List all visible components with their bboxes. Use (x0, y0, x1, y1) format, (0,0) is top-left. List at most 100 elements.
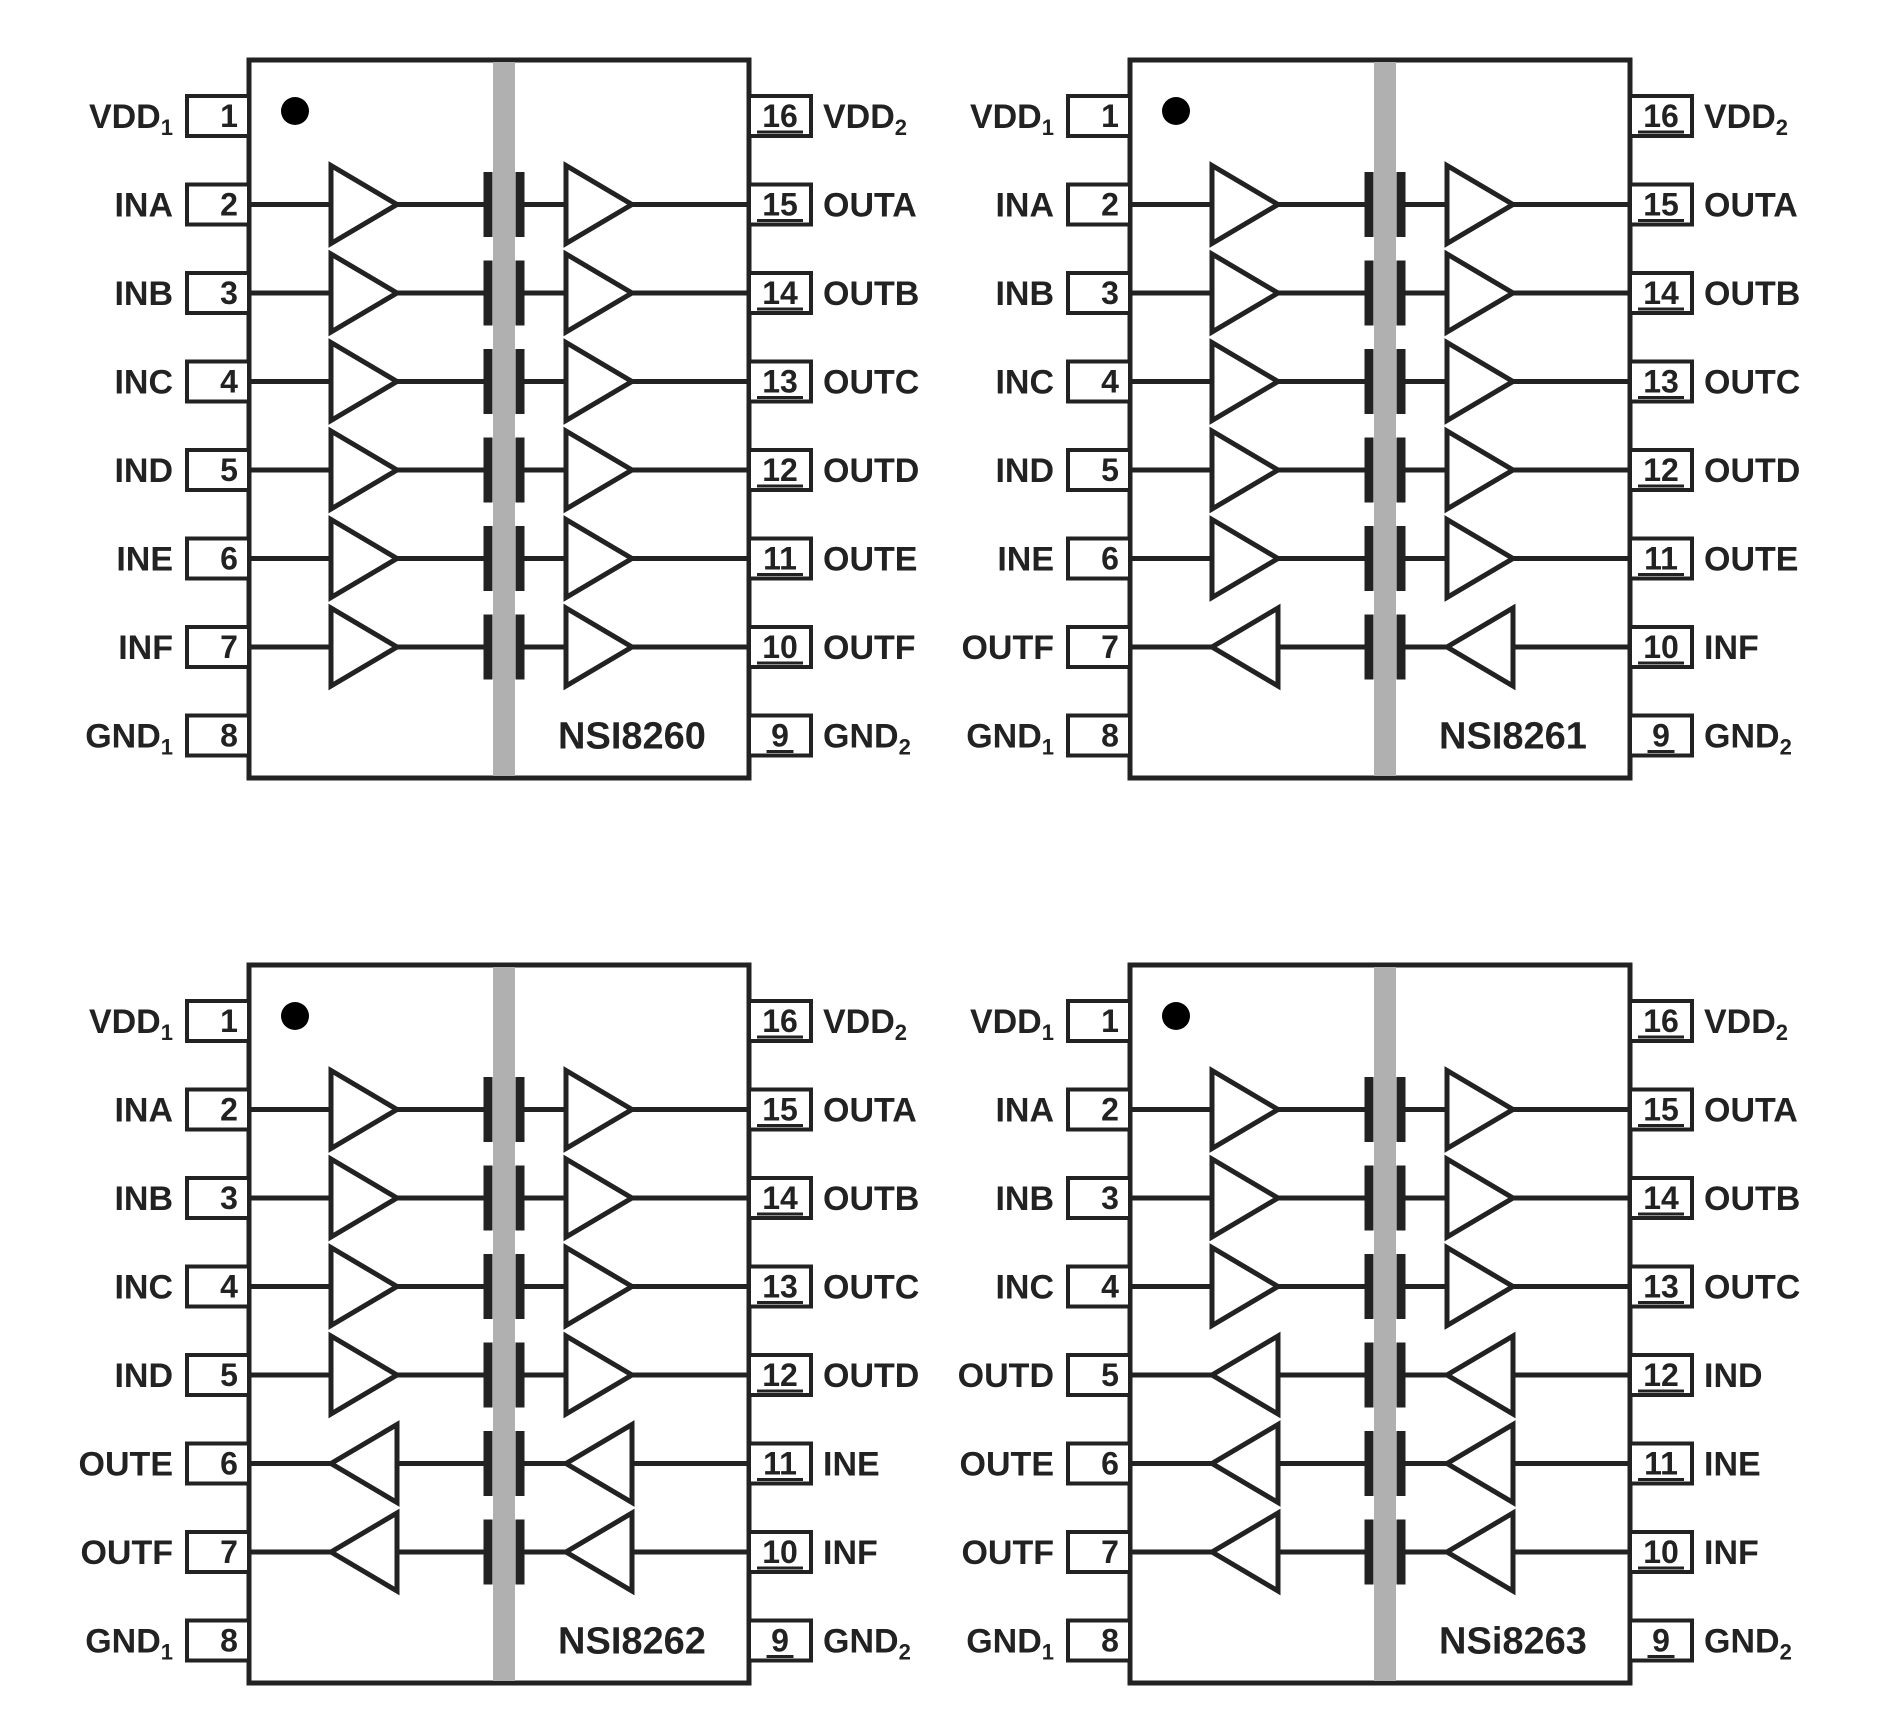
pin-right-13: 13 OUTC (1628, 1264, 1800, 1309)
pin-number: 5 (1101, 1357, 1119, 1393)
pin-label: INC (995, 1269, 1054, 1307)
pin-left-4: 4 INC (995, 1264, 1132, 1309)
buffer-triangle-left (326, 1508, 400, 1596)
pin-label: INB (995, 275, 1054, 313)
buffer-triangle-left (328, 515, 402, 602)
channel-e (1130, 1420, 1630, 1507)
channel-b (249, 249, 749, 337)
pin-left-4: 4 INC (114, 359, 251, 404)
pin-number: 14 (762, 275, 798, 311)
pin-label: OUTB (823, 275, 919, 313)
pin-number: 6 (220, 1446, 238, 1482)
pin-number: 4 (220, 364, 238, 400)
pin-number: 11 (763, 541, 797, 577)
buffer-triangle-left (1209, 338, 1283, 425)
pin-number: 4 (1101, 364, 1119, 400)
pin-right-16: 16 VDD2 (747, 999, 907, 1045)
pin-label: INB (114, 275, 173, 313)
pin-box (1628, 1176, 1694, 1220)
pin-box (1066, 448, 1132, 492)
pin-box (185, 1441, 251, 1486)
buffer-triangle-right (563, 1243, 637, 1330)
buffer-triangle-right (561, 1420, 635, 1507)
pin-box (747, 536, 813, 581)
channel-e (249, 1420, 749, 1507)
pin-label: VDD2 (823, 1003, 907, 1045)
pin-label: INC (114, 1269, 173, 1307)
pin-box (1066, 1353, 1132, 1397)
pin-box (185, 1264, 251, 1309)
chip-diagram-nsi8263: 1 VDD1 2 INA 3 INB 4 INC 5 OUTD 6 OUTE 7 OUTF 8 GND1 16 V… (958, 962, 1800, 1686)
chip-name: NSI8260 (558, 716, 706, 758)
pin-number: 5 (1101, 452, 1119, 488)
buffer-triangle-right (1442, 603, 1516, 691)
buffer-triangle-right (1444, 1066, 1518, 1153)
pin-right-9: 9 GND2 (747, 1618, 911, 1665)
pin1-indicator-dot (281, 97, 309, 125)
pin-label: IND (114, 452, 173, 490)
pin-right-11: 11 INE (747, 1441, 880, 1486)
pin-number: 10 (1643, 1534, 1679, 1570)
pin-label: INF (1704, 1534, 1759, 1572)
pin-label: OUTC (823, 364, 919, 402)
pin-number: 15 (762, 187, 798, 223)
buffer-triangle-left (1207, 1420, 1281, 1507)
pin-left-8: 8 GND1 (85, 713, 251, 760)
pin-right-10: 10 INF (747, 1530, 878, 1574)
pin-box (747, 1087, 813, 1132)
pin-right-15: 15 OUTA (1628, 1087, 1798, 1132)
pin-box (1628, 1353, 1694, 1397)
pin-number: 14 (1643, 275, 1679, 311)
pin-left-4: 4 INC (995, 359, 1132, 404)
buffer-triangle-left (328, 603, 402, 691)
pin-right-13: 13 OUTC (747, 359, 919, 404)
pin-box (747, 1353, 813, 1397)
pin-left-5: 5 IND (114, 1353, 251, 1397)
pin-left-3: 3 INB (114, 1176, 251, 1220)
pin-left-8: 8 GND1 (966, 713, 1132, 760)
buffer-triangle-left (1209, 515, 1283, 602)
pin-right-15: 15 OUTA (1628, 182, 1798, 227)
pin-number: 16 (1643, 98, 1679, 134)
pin-box (1066, 625, 1132, 669)
chip-name: NSi8263 (1439, 1621, 1587, 1663)
pin-box (747, 271, 813, 315)
pin-box (747, 94, 813, 138)
pin1-indicator-dot (1162, 1002, 1190, 1030)
pin-number: 9 (1652, 718, 1670, 754)
pin-number: 13 (1643, 364, 1679, 400)
pin-right-15: 15 OUTA (747, 1087, 917, 1132)
pin-box (1066, 1441, 1132, 1486)
pin-box (747, 1618, 813, 1663)
chip-name: NSI8261 (1439, 716, 1587, 758)
pin-left-2: 2 INA (114, 1087, 251, 1132)
pin-left-7: 7 OUTF (961, 1530, 1132, 1574)
pin-box (1628, 713, 1694, 758)
pin-right-15: 15 OUTA (747, 182, 917, 227)
channel-d (1130, 426, 1630, 514)
pin-box (1066, 999, 1132, 1043)
pin-label: GND1 (85, 1623, 173, 1665)
pin-label: OUTF (823, 629, 916, 667)
pin-label: INB (114, 1180, 173, 1218)
pin-box (747, 999, 813, 1043)
buffer-triangle-right (563, 426, 637, 514)
pin-number: 10 (762, 1534, 798, 1570)
pin-box (1066, 1618, 1132, 1663)
pin-label: INA (114, 1092, 173, 1130)
pin-label: OUTE (823, 541, 917, 579)
pin-right-14: 14 OUTB (747, 271, 919, 315)
buffer-triangle-left (1209, 161, 1283, 248)
pin-right-11: 11 INE (1628, 1441, 1761, 1486)
pin-number: 14 (1643, 1180, 1679, 1216)
pin-box (747, 1530, 813, 1574)
channel-b (1130, 1154, 1630, 1242)
pin-number: 9 (1652, 1623, 1670, 1659)
pin-right-16: 16 VDD2 (1628, 94, 1788, 140)
pin-number: 4 (220, 1269, 238, 1305)
pin-label: INF (823, 1534, 878, 1572)
pin-box (747, 1176, 813, 1220)
pin-box (1628, 359, 1694, 404)
pin-label: INE (823, 1446, 880, 1484)
pin-left-1: 1 VDD1 (970, 94, 1132, 140)
